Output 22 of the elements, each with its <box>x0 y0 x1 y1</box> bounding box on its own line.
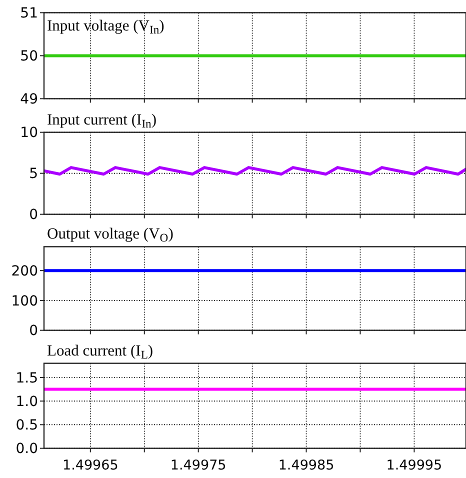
y-tick-label: 5 <box>29 166 38 182</box>
x-tick-label: 1.49995 <box>386 457 442 474</box>
y-tick-label: 0.0 <box>16 441 38 458</box>
chart-title: Input voltage (V$_{In}$) <box>47 18 164 37</box>
chart-title: Input current (I$_{In}$) <box>47 111 157 130</box>
x-tick-label: 1.49985 <box>278 457 334 474</box>
x-tick-label: 1.49975 <box>170 457 226 474</box>
y-tick-label: 10 <box>20 125 38 142</box>
x-tick-label: 1.49965 <box>62 457 118 474</box>
line-series <box>44 166 466 176</box>
chart-title: Load current (I$_{L}$) <box>47 342 154 362</box>
y-tick-label: 0.5 <box>16 418 38 434</box>
chart-title: Output voltage (V$_{O}$) <box>47 226 174 245</box>
y-tick-label: 50 <box>20 48 38 65</box>
y-tick-label: 100 <box>11 293 38 310</box>
y-tick-label: 200 <box>11 263 38 280</box>
y-tick-label: 49 <box>20 92 38 108</box>
y-tick-label: 0 <box>29 323 38 340</box>
y-tick-label: 0 <box>29 207 38 224</box>
y-tick-label: 1.0 <box>16 394 38 410</box>
y-tick-label: 1.5 <box>16 370 38 386</box>
y-tick-label: 51 <box>20 6 38 22</box>
